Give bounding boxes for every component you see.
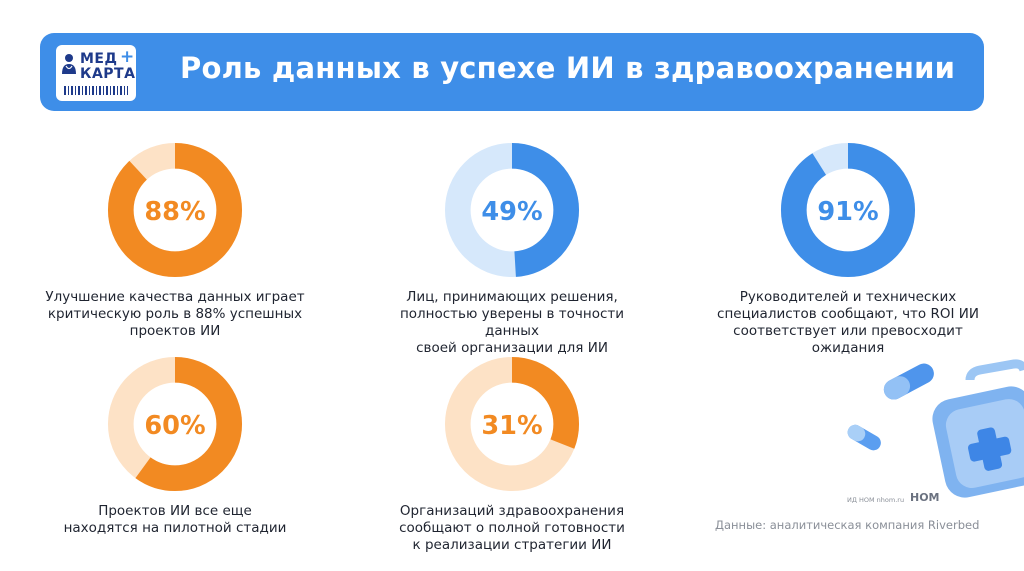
stat-card-1: 88% Улучшение качества данных играет кри…: [40, 141, 310, 340]
stat-2-line-3: своей организации для ИИ: [416, 340, 608, 356]
stat-3-line-2: специалистов сообщают, что ROI ИИ: [717, 306, 979, 322]
logo-text-line1: МЕД: [80, 51, 118, 67]
donut-chart-2: 49%: [444, 142, 580, 278]
donut-value-arc-3: [780, 142, 916, 278]
stat-card-4: 60% Проектов ИИ все еще находятся на пил…: [40, 355, 310, 537]
stat-4-line-1: Проектов ИИ все еще: [98, 503, 252, 519]
pill-icon: [883, 363, 934, 400]
page-title: Роль данных в успехе ИИ в здравоохранени…: [180, 51, 956, 85]
donut-value-arc-5: [444, 356, 580, 492]
first-aid-kit-icon: [932, 359, 1024, 498]
pill-small-icon: [847, 424, 881, 451]
stat-description-1: Улучшение качества данных играет критиче…: [40, 289, 310, 340]
stat-2-line-2: полностью уверены в точности данных: [399, 306, 625, 339]
donut-label-4: 60%: [144, 411, 205, 441]
stat-card-3: 91% Руководителей и технических специали…: [713, 141, 983, 357]
nom-logo: НОМ: [910, 491, 940, 504]
stat-1-line-1: Улучшение качества данных играет: [45, 289, 305, 305]
stat-1-line-3: проектов ИИ: [129, 323, 221, 339]
donut-chart-1: 88%: [107, 142, 243, 278]
donut-chart-5: 31%: [444, 356, 580, 492]
data-source-note: Данные: аналитическая компания Riverbed: [715, 518, 980, 532]
donut-value-arc-1: [107, 142, 243, 278]
doctor-icon: [62, 54, 76, 74]
stat-description-2: Лиц, принимающих решения, полностью увер…: [377, 289, 647, 357]
stat-3-line-1: Руководителей и технических: [739, 289, 957, 305]
donut-chart-3: 91%: [780, 142, 916, 278]
stat-3-line-3: соответствует или превосходит ожидания: [733, 323, 963, 356]
stat-5-line-1: Организаций здравоохранения: [399, 503, 625, 519]
donut-label-1: 88%: [144, 197, 205, 227]
stat-1-line-2: критическую роль в 88% успешных: [47, 306, 303, 322]
credit-text: ИД НОМ nhom.ru: [847, 496, 905, 504]
donut-value-arc-4: [107, 356, 243, 492]
donut-chart-4: 60%: [107, 356, 243, 492]
header-banner: МЕД + КАРТА Роль данных в успехе ИИ в зд…: [40, 33, 984, 111]
donut-label-5: 31%: [481, 411, 542, 441]
medkarta-logo: МЕД + КАРТА: [56, 45, 136, 101]
logo-cross-icon: +: [120, 47, 135, 67]
stat-5-line-3: к реализации стратегии ИИ: [412, 537, 612, 553]
donut-label-3: 91%: [817, 197, 878, 227]
stat-5-line-2: сообщают о полной готовности: [399, 520, 625, 536]
stat-card-5: 31% Организаций здравоохранения сообщают…: [377, 355, 647, 554]
stat-card-2: 49% Лиц, принимающих решения, полностью …: [377, 141, 647, 357]
logo-text-line2: КАРТА: [80, 66, 136, 82]
donut-label-2: 49%: [481, 197, 542, 227]
stat-4-line-2: находятся на пилотной стадии: [63, 520, 287, 536]
donut-value-arc-2: [444, 142, 580, 278]
stat-description-5: Организаций здравоохранения сообщают о п…: [377, 503, 647, 554]
medical-kit-illustration: [847, 359, 1024, 498]
stat-description-3: Руководителей и технических специалистов…: [713, 289, 983, 357]
logo-barcode: [64, 86, 128, 95]
stat-description-4: Проектов ИИ все еще находятся на пилотно…: [40, 503, 310, 537]
stat-2-line-1: Лиц, принимающих решения,: [406, 289, 618, 305]
